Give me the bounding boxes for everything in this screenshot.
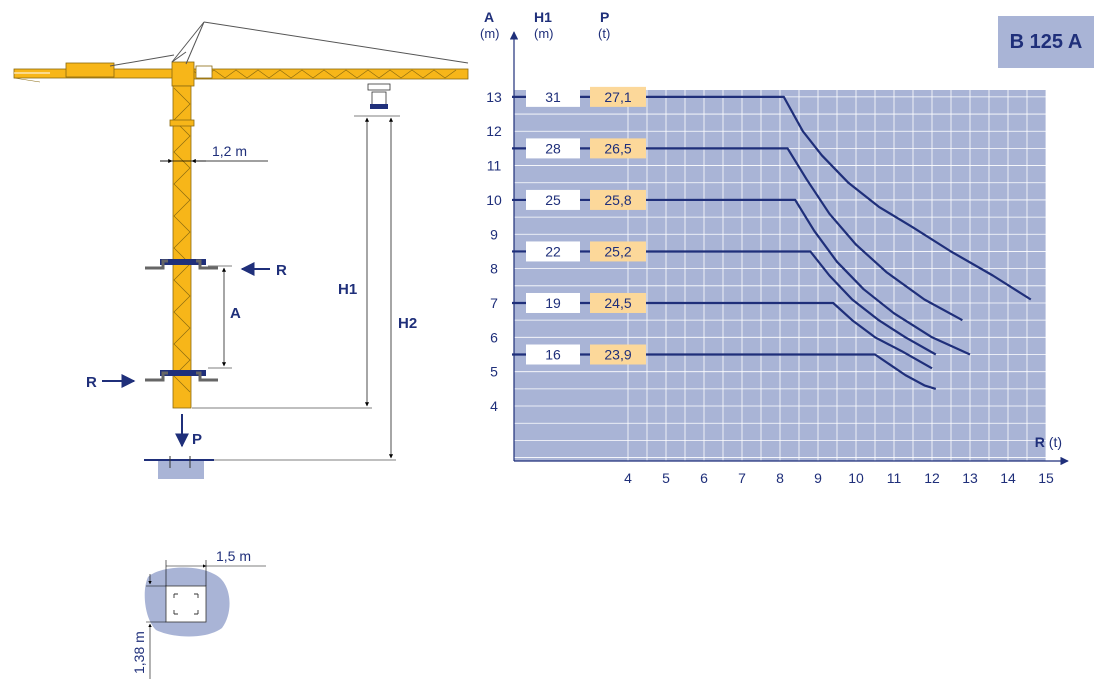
counter-jib [13, 62, 175, 83]
h1-box [526, 189, 580, 210]
x-tick-label: 11 [887, 470, 902, 486]
upper-reaction-label: R [276, 262, 287, 279]
y-tick-label: 11 [487, 158, 502, 174]
load-curve [511, 353, 937, 390]
column-p-unit: (t) [598, 26, 610, 41]
mast-base [144, 456, 214, 479]
model-badge: B 125 A [998, 16, 1094, 68]
p-value: 25,2 [604, 243, 631, 259]
column-a-unit: (m) [480, 26, 500, 41]
p-box [590, 344, 646, 365]
crane-drawing: 1,2 m R R A H1 H2 P [13, 21, 469, 679]
x-tick-label: 9 [814, 470, 822, 486]
x-tick-label: 8 [776, 470, 784, 486]
column-p-name: P [600, 9, 609, 25]
p-value: 24,5 [604, 295, 631, 311]
y-tick-label: 10 [486, 192, 502, 208]
h1-box [526, 241, 580, 262]
y-tick-label: 13 [486, 89, 502, 105]
load-curve [511, 95, 1032, 301]
h1-value: 19 [545, 295, 561, 311]
tie-spacing-dimension: A [208, 265, 241, 369]
p-box [590, 86, 646, 107]
x-tick-label: 10 [848, 470, 864, 486]
x-tick-label: 12 [924, 470, 940, 486]
p-box [590, 138, 646, 159]
x-tick-label: 4 [624, 470, 632, 486]
crane-cabin [195, 65, 213, 79]
x-axis-title: R (t) [1035, 434, 1062, 450]
h2-label: H2 [398, 315, 417, 332]
x-tick-label: 5 [662, 470, 670, 486]
h1-box [526, 138, 580, 159]
p-box [590, 241, 646, 262]
x-tick-label: 13 [962, 470, 978, 486]
trolley-hook [367, 83, 391, 109]
y-tick-label: 7 [490, 295, 498, 311]
y-tick-label: 6 [490, 329, 498, 345]
y-tick-label: 9 [490, 226, 498, 242]
p-box [590, 189, 646, 210]
load-label: P [192, 431, 202, 448]
y-tick-label: 4 [490, 398, 498, 414]
column-h1-name: H1 [534, 9, 552, 25]
load-chart: 4 5 6 7 8 9 10 11 12 13 14 15 4 5 6 7 8 9 10 11 12 13 31 27,1 2… [480, 9, 1069, 486]
mast-width-label: 1,2 m [212, 143, 247, 159]
tie-spacing-label: A [230, 305, 241, 322]
mast [169, 85, 195, 409]
h1-box [526, 344, 580, 365]
load-curve [511, 301, 933, 370]
p-value: 23,9 [604, 347, 631, 363]
h1-value: 28 [545, 140, 561, 156]
y-tick-label: 8 [490, 261, 498, 277]
lower-tie [145, 370, 218, 382]
x-tick-label: 14 [1000, 470, 1016, 486]
chart-axes: 4 5 6 7 8 9 10 11 12 13 14 15 4 5 6 7 8 9 10 11 12 13 [486, 31, 1069, 486]
column-h1-unit: (m) [534, 26, 554, 41]
h1-value: 31 [545, 89, 561, 105]
crane-cab [171, 61, 195, 87]
x-tick-label: 15 [1038, 470, 1054, 486]
y-tick-label: 12 [486, 123, 502, 139]
jib [189, 68, 469, 80]
column-a-name: A [484, 9, 494, 25]
foundation-width-label: 1,5 m [216, 548, 251, 564]
h1-value: 16 [545, 347, 561, 363]
x-tick-label: 6 [700, 470, 708, 486]
x-axis-name: R [1035, 434, 1045, 450]
mast-width-dimension: 1,2 m [160, 143, 268, 164]
chart-series [511, 95, 1032, 390]
x-axis-unit: (t) [1049, 434, 1062, 450]
x-tick-label: 7 [738, 470, 746, 486]
h1-label: H1 [338, 281, 357, 298]
h1-box [526, 86, 580, 107]
p-value: 27,1 [604, 89, 631, 105]
p-value: 26,5 [604, 140, 631, 156]
load-curve [511, 198, 971, 356]
load-curve [511, 250, 937, 356]
y-tick-label: 5 [490, 364, 498, 380]
height-dimensions: H1 H2 [192, 115, 417, 461]
upper-tie [145, 259, 218, 270]
load-curve [511, 147, 963, 322]
h1-value: 25 [545, 192, 561, 208]
chart-labels: 31 27,1 28 26,5 25 25,8 22 25,2 19 24,5 16 23,9 [526, 86, 646, 365]
h1-box [526, 292, 580, 313]
lower-reaction-label: R [86, 374, 97, 391]
foundation-height-label: 1,38 m [131, 631, 147, 674]
foundation-plan: 1,5 m 1,38 m [131, 548, 266, 679]
tie-rods [109, 21, 469, 67]
p-value: 25,8 [604, 192, 631, 208]
p-box [590, 292, 646, 313]
h1-value: 22 [545, 243, 561, 259]
